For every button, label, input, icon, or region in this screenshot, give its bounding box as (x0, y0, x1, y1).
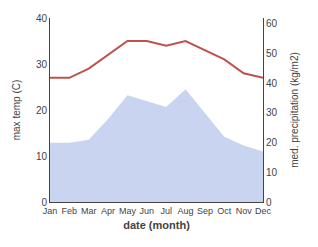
svg-text:Nov: Nov (236, 206, 253, 216)
svg-text:Apr: Apr (101, 206, 115, 216)
svg-text:max temp (C): max temp (C) (11, 80, 22, 141)
svg-text:Mar: Mar (81, 206, 97, 216)
svg-text:40: 40 (266, 78, 278, 89)
svg-text:Dec: Dec (255, 206, 272, 216)
svg-text:Jul: Jul (160, 206, 172, 216)
svg-text:Aug: Aug (178, 206, 194, 216)
svg-text:10: 10 (266, 167, 278, 178)
svg-text:30: 30 (266, 107, 278, 118)
svg-text:May: May (119, 206, 137, 216)
svg-text:Feb: Feb (62, 206, 78, 216)
svg-text:med. precipitation (kg/m2): med. precipitation (kg/m2) (289, 52, 300, 168)
svg-text:Oct: Oct (217, 206, 232, 216)
svg-text:20: 20 (36, 105, 48, 116)
svg-text:40: 40 (36, 13, 48, 24)
svg-text:30: 30 (36, 59, 48, 70)
svg-text:50: 50 (266, 48, 278, 59)
svg-text:20: 20 (266, 137, 278, 148)
svg-text:0: 0 (266, 197, 272, 208)
svg-text:10: 10 (36, 151, 48, 162)
svg-text:Sep: Sep (197, 206, 213, 216)
svg-text:Jan: Jan (43, 206, 58, 216)
svg-text:0: 0 (41, 197, 47, 208)
svg-text:Jun: Jun (140, 206, 155, 216)
svg-text:60: 60 (266, 18, 278, 29)
svg-text:date (month): date (month) (123, 219, 190, 231)
